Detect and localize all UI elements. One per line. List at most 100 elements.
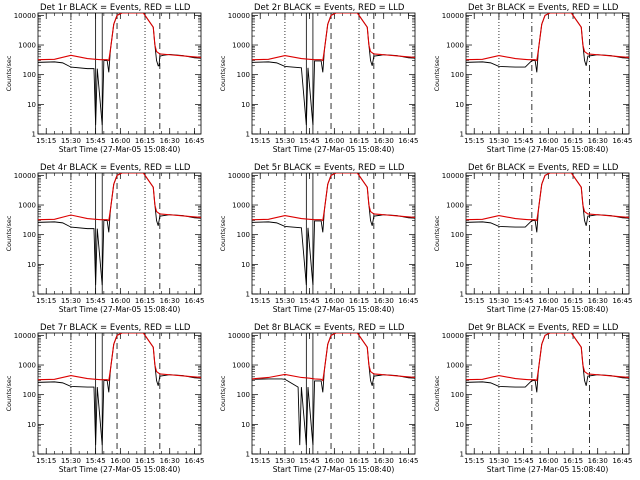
x-tick-label: 15:15 [36, 297, 56, 305]
y-tick-label: 10 [27, 101, 36, 109]
y-tick-label: 1000 [446, 42, 464, 50]
axes-frame [465, 172, 630, 295]
y-tick-label: 10 [455, 421, 464, 429]
y-tick-label: 10000 [442, 332, 464, 340]
axes-frame [251, 172, 416, 295]
detector-panel: Det 8r BLACK = Events, RED = LLD 1 10 100 10… [219, 323, 419, 474]
x-tick-label: 15:30 [489, 297, 509, 305]
x-tick-label: 16:30 [160, 297, 180, 305]
x-axis-label: Start Time (27-Mar-05 15:08:40) [487, 305, 609, 314]
x-tick-label: 15:30 [61, 297, 81, 305]
y-tick-label: 1000 [232, 362, 250, 370]
x-tick-label: 16:30 [588, 137, 608, 145]
x-tick-label: 15:30 [275, 457, 295, 465]
axes-frame [37, 12, 202, 135]
x-axis-label: Start Time (27-Mar-05 15:08:40) [273, 465, 395, 474]
y-tick-label: 10000 [442, 12, 464, 20]
y-tick-label: 1 [460, 451, 464, 459]
panel-title: Det 2r BLACK = Events, RED = LLD [254, 3, 405, 13]
x-tick-label: 16:15 [349, 297, 369, 305]
y-tick-label: 1 [246, 131, 250, 139]
x-tick-label: 15:15 [464, 457, 484, 465]
x-tick-label: 15:15 [250, 137, 270, 145]
x-tick-label: 15:45 [300, 137, 320, 145]
x-tick-label: 16:15 [135, 137, 155, 145]
y-axis-label: Counts/sec [219, 375, 227, 411]
events-series-line [38, 173, 201, 286]
detector-panel: Det 3r BLACK = Events, RED = LLD 1 10 100 10… [433, 3, 633, 154]
y-tick-label: 10000 [228, 172, 250, 180]
x-tick-label: 16:45 [398, 297, 418, 305]
x-tick-label: 16:45 [612, 297, 632, 305]
lld-series-line [466, 13, 629, 62]
x-tick-label: 16:15 [349, 457, 369, 465]
y-tick-label: 10 [241, 101, 250, 109]
y-tick-label: 1 [32, 291, 36, 299]
lld-series-line [38, 333, 201, 382]
x-tick-label: 16:30 [374, 457, 394, 465]
y-tick-label: 1000 [232, 42, 250, 50]
x-tick-label: 16:30 [374, 297, 394, 305]
panel-title: Det 1r BLACK = Events, RED = LLD [40, 3, 191, 13]
events-series-line [466, 333, 629, 393]
x-tick-label: 16:30 [588, 457, 608, 465]
x-tick-label: 16:15 [349, 137, 369, 145]
y-tick-label: 1000 [232, 202, 250, 210]
y-tick-label: 1 [32, 131, 36, 139]
y-tick-label: 1 [460, 131, 464, 139]
panel-title: Det 5r BLACK = Events, RED = LLD [254, 163, 405, 173]
x-tick-label: 15:45 [514, 137, 534, 145]
x-tick-label: 16:45 [398, 137, 418, 145]
axes-frame [465, 332, 630, 455]
y-tick-label: 10000 [14, 172, 36, 180]
x-tick-label: 16:45 [612, 137, 632, 145]
detector-panel: Det 9r BLACK = Events, RED = LLD 1 10 100 10… [433, 323, 633, 474]
x-tick-label: 15:30 [489, 137, 509, 145]
x-axis-label: Start Time (27-Mar-05 15:08:40) [273, 305, 395, 314]
x-tick-label: 16:45 [184, 137, 204, 145]
y-tick-label: 1 [246, 451, 250, 459]
events-series-line [466, 173, 629, 233]
x-tick-label: 15:15 [464, 297, 484, 305]
lld-series-line [466, 333, 629, 382]
x-tick-label: 16:00 [110, 297, 130, 305]
y-tick-label: 100 [237, 71, 250, 79]
y-tick-label: 1 [460, 291, 464, 299]
y-tick-label: 100 [237, 391, 250, 399]
x-axis-label: Start Time (27-Mar-05 15:08:40) [59, 465, 181, 474]
x-tick-label: 16:00 [324, 457, 344, 465]
detector-panel: Det 4r BLACK = Events, RED = LLD 1 10 100 10… [5, 163, 205, 314]
y-tick-label: 1 [246, 291, 250, 299]
lld-series-line [38, 173, 201, 222]
axes-frame [251, 12, 416, 135]
x-tick-label: 15:15 [250, 297, 270, 305]
panel-title: Det 3r BLACK = Events, RED = LLD [468, 3, 619, 13]
x-tick-label: 15:45 [86, 297, 106, 305]
x-tick-label: 15:45 [86, 137, 106, 145]
y-tick-label: 1000 [18, 362, 36, 370]
y-tick-label: 100 [23, 231, 36, 239]
x-tick-label: 15:45 [514, 297, 534, 305]
y-tick-label: 1000 [446, 362, 464, 370]
y-tick-label: 10000 [14, 12, 36, 20]
y-tick-label: 100 [451, 391, 464, 399]
axes-frame [251, 332, 416, 455]
y-tick-label: 10 [27, 261, 36, 269]
y-tick-label: 10000 [14, 332, 36, 340]
y-tick-label: 10 [241, 261, 250, 269]
x-tick-label: 15:30 [275, 137, 295, 145]
x-tick-label: 15:15 [36, 457, 56, 465]
y-axis-label: Counts/sec [433, 375, 441, 411]
x-tick-label: 16:45 [612, 457, 632, 465]
x-tick-label: 15:15 [250, 457, 270, 465]
x-tick-label: 16:30 [374, 137, 394, 145]
y-tick-label: 10 [27, 421, 36, 429]
x-axis-label: Start Time (27-Mar-05 15:08:40) [273, 145, 395, 154]
y-axis-label: Counts/sec [219, 55, 227, 91]
x-tick-label: 16:00 [324, 297, 344, 305]
events-series-line [38, 13, 201, 126]
y-tick-label: 10 [241, 421, 250, 429]
events-series-line [466, 13, 629, 73]
x-tick-label: 16:00 [538, 457, 558, 465]
